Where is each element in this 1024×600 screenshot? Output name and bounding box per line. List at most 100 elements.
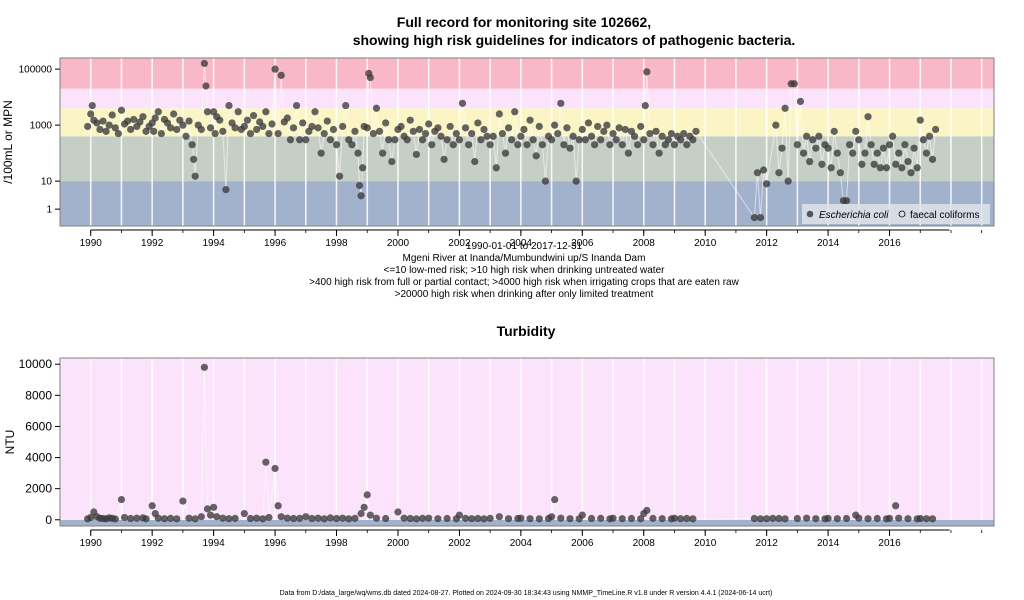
series-connector bbox=[627, 131, 632, 154]
data-point bbox=[649, 141, 657, 149]
series-connector bbox=[753, 172, 758, 218]
risk-band bbox=[60, 58, 994, 89]
data-point bbox=[314, 124, 322, 132]
turbidity-y-axis-label: NTU bbox=[3, 430, 17, 455]
turbidity-grid bbox=[89, 358, 983, 526]
data-point bbox=[274, 129, 282, 138]
series-connector bbox=[296, 105, 301, 140]
top-grid bbox=[89, 58, 983, 226]
data-point bbox=[784, 177, 792, 185]
data-point bbox=[916, 514, 924, 523]
x-tick-label: 2006 bbox=[571, 538, 594, 549]
data-point bbox=[265, 513, 273, 522]
data-point bbox=[827, 164, 835, 172]
series-connector bbox=[784, 108, 789, 182]
series-connector bbox=[339, 126, 344, 177]
series-connector bbox=[440, 136, 445, 160]
data-point bbox=[535, 515, 543, 523]
data-point bbox=[889, 132, 897, 140]
data-point bbox=[474, 514, 482, 523]
x-tick-label: 2016 bbox=[878, 538, 901, 549]
data-point bbox=[563, 124, 571, 132]
data-point bbox=[369, 129, 377, 138]
data-point bbox=[277, 71, 285, 79]
x-tick-label: 1990 bbox=[80, 238, 103, 249]
series-connector bbox=[560, 103, 565, 145]
data-point bbox=[133, 514, 141, 522]
series-connector bbox=[117, 110, 122, 134]
series-connector bbox=[839, 172, 844, 201]
data-point bbox=[455, 136, 464, 144]
x-tick-label: 1990 bbox=[80, 538, 103, 549]
data-point bbox=[197, 513, 205, 521]
data-point bbox=[520, 125, 528, 134]
data-point bbox=[845, 141, 854, 149]
series-connector bbox=[354, 131, 359, 154]
data-point bbox=[351, 514, 359, 522]
data-point bbox=[326, 136, 334, 144]
series-connector bbox=[345, 105, 350, 140]
data-point bbox=[428, 141, 436, 149]
data-point bbox=[541, 177, 550, 185]
series-connector bbox=[474, 122, 479, 162]
data-point bbox=[348, 141, 356, 149]
data-point bbox=[191, 515, 199, 523]
x-tick-label: 1994 bbox=[202, 238, 225, 249]
data-point bbox=[753, 169, 762, 177]
data-point bbox=[262, 108, 270, 116]
data-point bbox=[259, 122, 267, 131]
x-tick-label: 2000 bbox=[387, 238, 410, 249]
data-point bbox=[818, 160, 826, 168]
data-point bbox=[802, 132, 811, 140]
data-point bbox=[836, 169, 844, 177]
data-point bbox=[759, 166, 768, 174]
data-point bbox=[781, 104, 789, 112]
data-point bbox=[366, 73, 374, 82]
data-point bbox=[649, 514, 657, 522]
subtitle-date-range: 1990-01-01 to 2017-12-31 bbox=[466, 241, 583, 252]
chart-title-line2: showing high risk guidelines for indicat… bbox=[353, 32, 796, 48]
data-point bbox=[922, 515, 931, 523]
data-point bbox=[928, 155, 937, 163]
data-point bbox=[763, 180, 771, 188]
series-connector bbox=[375, 108, 381, 132]
data-point bbox=[465, 141, 473, 149]
data-point bbox=[624, 149, 632, 157]
data-point bbox=[514, 141, 522, 149]
data-point bbox=[842, 514, 851, 523]
series-connector bbox=[203, 367, 208, 509]
data-point bbox=[88, 101, 96, 110]
x-tick-label: 2016 bbox=[878, 238, 901, 249]
series-connector bbox=[655, 131, 660, 154]
data-point bbox=[590, 141, 599, 149]
data-point bbox=[105, 121, 113, 129]
data-point bbox=[139, 113, 147, 121]
data-point bbox=[876, 164, 884, 172]
x-tick-label: 2008 bbox=[633, 538, 656, 549]
data-point bbox=[378, 149, 387, 157]
data-point bbox=[547, 136, 556, 144]
data-point bbox=[231, 514, 239, 522]
legend-ecoli-marker bbox=[806, 210, 814, 218]
data-point bbox=[320, 129, 328, 138]
data-point bbox=[895, 149, 903, 157]
data-point bbox=[551, 495, 559, 504]
data-point bbox=[492, 164, 500, 172]
data-point bbox=[809, 136, 817, 144]
data-point bbox=[216, 116, 224, 124]
data-point bbox=[246, 514, 255, 523]
data-point bbox=[283, 514, 291, 522]
data-point bbox=[597, 514, 605, 522]
data-point bbox=[504, 515, 513, 523]
data-point bbox=[332, 514, 341, 523]
data-point bbox=[213, 513, 221, 521]
data-point bbox=[308, 122, 316, 131]
data-point bbox=[185, 117, 193, 125]
series-connector bbox=[188, 120, 193, 145]
y-tick-label: 10000 bbox=[19, 357, 53, 371]
data-point bbox=[584, 119, 593, 127]
data-point bbox=[852, 127, 860, 135]
data-point bbox=[913, 164, 921, 172]
x-tick-label: 2012 bbox=[756, 238, 779, 249]
data-point bbox=[360, 503, 368, 511]
